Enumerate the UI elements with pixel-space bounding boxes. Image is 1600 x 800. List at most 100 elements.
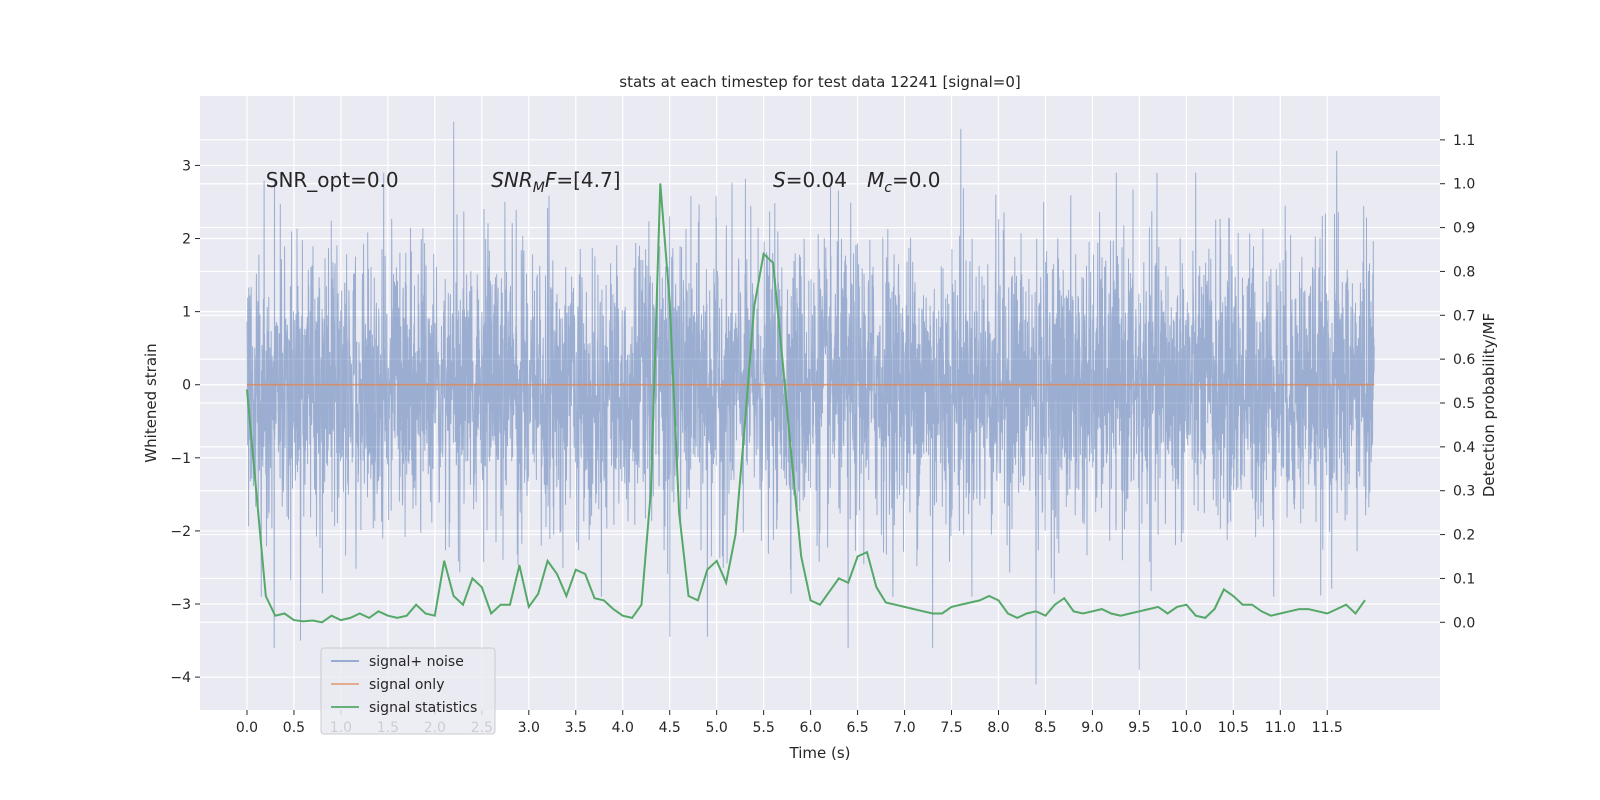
signal-statistics-point <box>471 577 474 580</box>
signal-statistics-point <box>622 615 624 617</box>
signal-statistics-point <box>1270 615 1272 617</box>
signal-statistics-point <box>1063 597 1065 599</box>
right-y-tick-label: 0.4 <box>1453 440 1475 456</box>
signal-statistics-point <box>1251 604 1253 606</box>
signal-statistics-point <box>997 599 1000 601</box>
signal-statistics-point <box>528 606 530 608</box>
signal-statistics-point <box>894 604 896 606</box>
signal-statistics-point <box>387 615 389 617</box>
signal-statistics-point <box>396 617 398 619</box>
signal-statistics-point <box>1204 617 1206 619</box>
right-y-axis-label: Detection probability/MF <box>1480 313 1498 497</box>
signal-statistics-point <box>537 593 539 595</box>
signal-statistics-line <box>246 183 1366 624</box>
x-tick-label: 8.5 <box>1034 720 1056 736</box>
right-y-tick-label: 0.2 <box>1453 528 1475 544</box>
signal-statistics-point <box>1298 608 1300 610</box>
annotation-text: S=0.04 <box>773 168 847 192</box>
y-tick-label: −2 <box>170 524 191 540</box>
legend-box <box>320 647 496 735</box>
signal-statistics-point <box>312 619 314 622</box>
x-tick-label: 10.5 <box>1218 720 1249 736</box>
signal-statistics-point <box>847 582 849 584</box>
right-y-tick-label: 0.0 <box>1453 615 1475 631</box>
signal-statistics-point <box>293 619 295 621</box>
x-tick-label: 11.0 <box>1265 720 1296 736</box>
x-tick-label: 11.5 <box>1312 720 1343 736</box>
signal-plus-noise-series <box>246 121 1375 685</box>
signal-statistics-point <box>1007 612 1009 615</box>
x-axis-label: Time (s) <box>789 744 851 762</box>
legend: signal+ noise signal only signal statist… <box>320 647 496 735</box>
signal-statistics-point <box>518 564 520 566</box>
signal-statistics-point <box>603 599 605 601</box>
signal-statistics-point <box>500 604 502 606</box>
signal-statistics-point <box>659 183 661 185</box>
y-tick-label: 1 <box>182 305 191 321</box>
signal-statistics-point <box>1213 608 1216 610</box>
signal-statistics-point <box>800 555 802 558</box>
signal-statistics-point <box>1073 610 1075 612</box>
signal-statistics-point <box>922 610 924 612</box>
legend-label-signal-plus-noise: signal+ noise <box>369 654 464 670</box>
signal-statistics-point <box>969 601 971 604</box>
signal-statistics-point <box>640 604 643 606</box>
signal-statistics-point <box>340 619 342 621</box>
right-y-axis-ticks: 1.1 1.0 0.9 0.8 0.7 0.6 0.5 0.4 0.3 0.2 0.1 0.0 <box>1440 133 1475 631</box>
signal-statistics-point <box>772 262 774 264</box>
signal-statistics-point <box>1166 612 1169 615</box>
signal-statistics-point <box>481 586 483 588</box>
signal-statistics-point <box>1138 610 1140 612</box>
x-tick-label: 7.5 <box>940 720 962 736</box>
signal-statistics-point <box>330 615 333 617</box>
signal-statistics-point <box>584 573 586 575</box>
signal-statistics-point <box>706 569 708 571</box>
signal-statistics-point <box>838 577 840 580</box>
signal-statistics-point <box>763 253 765 255</box>
signal-statistics-point <box>810 599 812 601</box>
right-y-tick-label: 1.0 <box>1453 177 1475 193</box>
x-tick-label: 0.5 <box>283 720 305 736</box>
y-tick-label: 2 <box>182 232 191 248</box>
signal-statistics-point <box>1035 610 1037 612</box>
signal-statistics-point <box>950 606 953 608</box>
legend-label-signal-only: signal only <box>369 677 444 693</box>
signal-statistics-point <box>716 560 718 562</box>
signal-statistics-point <box>1157 606 1159 608</box>
signal-statistics-point <box>650 490 652 492</box>
signal-statistics-point <box>1223 588 1225 590</box>
x-tick-label: 3.5 <box>565 720 587 736</box>
signal-plus-noise-line <box>246 121 1375 685</box>
signal-statistics-point <box>274 615 276 617</box>
x-tick-label: 3.0 <box>518 720 540 736</box>
signal-statistics-point <box>913 608 915 610</box>
signal-statistics-point <box>612 608 614 610</box>
signal-statistics-point <box>265 595 267 597</box>
signal-statistics-point <box>1129 612 1131 615</box>
right-y-tick-label: 0.9 <box>1453 221 1475 237</box>
signal-statistics-point <box>1148 608 1150 610</box>
signal-statistics-point <box>866 551 868 553</box>
signal-statistics-point <box>734 533 737 536</box>
signal-statistics-point <box>819 604 821 606</box>
signal-statistics-point <box>349 617 351 619</box>
x-tick-label: 9.5 <box>1128 720 1150 736</box>
right-y-tick-label: 0.3 <box>1453 484 1475 500</box>
x-tick-label: 10.0 <box>1171 720 1202 736</box>
signal-statistics-point <box>1185 604 1187 606</box>
right-y-tick-label: 1.1 <box>1453 133 1475 149</box>
signal-statistics-point <box>753 305 755 308</box>
signal-statistics-point <box>932 612 934 615</box>
signal-statistics-point <box>321 621 323 623</box>
y-tick-label: 3 <box>182 158 191 174</box>
y-axis-ticks: 3 2 1 0 −1 −2 −3 −4 <box>170 158 200 686</box>
signal-statistics-point <box>1364 599 1366 601</box>
signal-statistics-point <box>1336 608 1338 610</box>
right-y-tick-label: 0.8 <box>1453 264 1475 280</box>
signal-statistics-point <box>1195 615 1197 617</box>
x-tick-label: 5.0 <box>706 720 728 736</box>
chart-title: stats at each timestep for test data 122… <box>619 73 1020 91</box>
signal-statistics-point <box>1101 608 1103 610</box>
signal-statistics-point <box>828 590 830 593</box>
